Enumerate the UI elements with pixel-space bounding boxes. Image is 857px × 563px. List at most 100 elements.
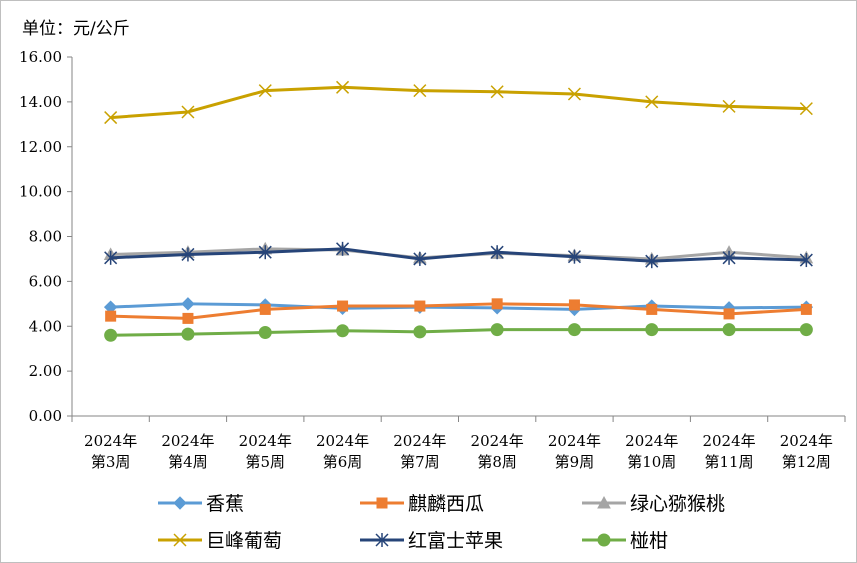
y-tick-label: 4.00	[29, 317, 62, 335]
data-point-circle	[181, 327, 195, 341]
x-tick-label-line: 2024年	[471, 432, 524, 450]
data-point-x-stroke	[181, 105, 195, 119]
data-point-x-stroke	[722, 99, 736, 113]
data-point-star	[567, 249, 581, 264]
data-point-x-stroke	[336, 80, 350, 94]
data-point-circle	[413, 325, 427, 339]
data-point-star	[490, 245, 504, 260]
data-point-square	[337, 300, 349, 312]
series-square	[105, 298, 812, 324]
legend-label: 红富士苹果	[408, 530, 503, 552]
data-point-circle	[645, 323, 659, 337]
series-star	[104, 241, 813, 269]
data-point-star	[104, 250, 118, 265]
x-tick-label: 2024年第4周	[161, 432, 214, 471]
y-tick-label: 10.00	[19, 183, 62, 201]
series-line	[110, 247, 807, 263]
x-tick-label-line: 第10周	[627, 453, 676, 471]
unit-label: 单位：元/公斤	[22, 19, 130, 39]
x-tick-label: 2024年第12周	[780, 432, 833, 471]
legend-item: 巨峰葡萄	[158, 530, 282, 552]
data-point-circle	[597, 533, 611, 547]
y-tick-label: 0.00	[29, 407, 62, 425]
data-point-square	[414, 300, 426, 312]
data-point-diamond	[181, 297, 195, 311]
x-tick-label-line: 2024年	[393, 432, 446, 450]
data-point-star	[722, 250, 736, 265]
data-point-x	[413, 84, 427, 98]
data-point-x-stroke	[490, 85, 504, 99]
data-point-star	[799, 253, 813, 268]
data-point-circle	[258, 326, 272, 340]
x-tick-label-line: 2024年	[780, 432, 833, 450]
series-line	[110, 85, 807, 120]
series-line	[110, 328, 807, 337]
x-tick-label-line: 第5周	[245, 453, 285, 471]
y-tick-label: 2.00	[29, 362, 62, 380]
y-tick-label: 12.00	[19, 138, 62, 156]
data-point-circle	[104, 328, 118, 342]
data-point-diamond	[173, 496, 187, 510]
x-tick-label: 2024年第5周	[239, 432, 292, 471]
x-tick-label-line: 2024年	[316, 432, 369, 450]
x-tick-label-line: 2024年	[161, 432, 214, 450]
data-point-x-stroke	[258, 84, 272, 98]
data-point-star	[375, 533, 389, 547]
data-point-circle	[567, 323, 581, 337]
data-point-star	[336, 241, 350, 256]
x-tick-label-line: 第9周	[555, 453, 595, 471]
x-tick-label-line: 2024年	[548, 432, 601, 450]
legend-label: 香蕉	[206, 493, 244, 515]
data-point-star	[413, 251, 427, 266]
data-point-x	[181, 105, 195, 119]
x-tick-label-line: 2024年	[239, 432, 292, 450]
data-point-x	[567, 87, 581, 101]
x-tick-label-line: 第3周	[91, 453, 131, 471]
legend-item: 红富士苹果	[360, 530, 503, 552]
legend-label: 椪柑	[630, 530, 668, 552]
data-point-x-stroke	[173, 533, 187, 547]
data-point-star	[258, 245, 272, 260]
series-line	[110, 302, 807, 311]
y-tick-label: 6.00	[29, 272, 62, 290]
legend-item: 香蕉	[158, 493, 244, 515]
y-tick-label: 8.00	[29, 228, 62, 246]
data-point-square	[376, 497, 388, 509]
data-point-x	[490, 85, 504, 99]
data-point-star	[645, 254, 659, 269]
x-tick-label: 2024年第10周	[625, 432, 678, 471]
data-point-square	[568, 299, 580, 311]
series-layer	[103, 80, 814, 342]
data-point-circle	[799, 323, 813, 337]
x-tick-label: 2024年第6周	[316, 432, 369, 471]
axes: 0.00 2.00 4.00 6.00 8.00 10.00 12.00 14.00 16.00…	[19, 48, 846, 471]
x-tick-label-line: 第8周	[477, 453, 517, 471]
x-tick-label: 2024年第7周	[393, 432, 446, 471]
x-tick-label-line: 第11周	[705, 453, 754, 471]
x-tick-label-line: 2024年	[702, 432, 755, 450]
y-tick-label: 14.00	[19, 93, 62, 111]
data-point-square	[182, 312, 194, 324]
series-x	[104, 80, 813, 125]
legend-item: 麒麟西瓜	[360, 493, 484, 515]
x-tick-label: 2024年第3周	[84, 432, 137, 471]
data-point-x	[799, 102, 813, 116]
y-tick-label: 16.00	[19, 48, 62, 66]
legend-label: 麒麟西瓜	[408, 493, 484, 515]
legend-item: 椪柑	[582, 530, 668, 552]
data-point-square	[646, 303, 658, 315]
data-point-square	[800, 303, 812, 315]
data-point-square	[259, 303, 271, 315]
data-point-x	[173, 533, 187, 547]
data-point-circle	[722, 323, 736, 337]
series-circle	[104, 323, 813, 342]
x-tick-label: 2024年第11周	[702, 432, 755, 471]
data-point-circle	[336, 324, 350, 338]
series-line	[110, 302, 807, 320]
data-point-x	[722, 99, 736, 113]
x-tick-label-line: 第4周	[168, 453, 208, 471]
data-point-x	[336, 80, 350, 94]
data-point-circle	[490, 323, 504, 337]
legend-item: 绿心猕猴桃	[582, 493, 725, 515]
